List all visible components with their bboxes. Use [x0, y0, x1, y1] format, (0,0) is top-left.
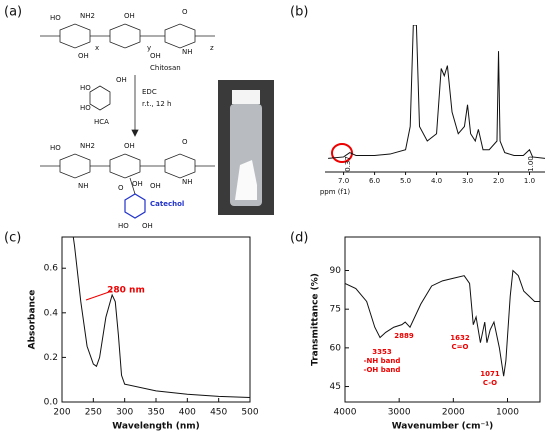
x-tick-label: 250 — [85, 408, 102, 418]
y-axis-label: Absorbance — [28, 290, 38, 350]
scheme-label: HO — [80, 84, 91, 92]
panel-label: (b) — [290, 5, 308, 20]
scheme-label: OH — [124, 12, 135, 20]
annotation: -OH band — [364, 366, 401, 374]
scheme-label: OH — [132, 180, 143, 188]
panel-label: (d) — [290, 231, 308, 246]
scheme-label: Catechol — [150, 200, 184, 208]
scheme-label: EDC — [142, 88, 157, 96]
y-tick-label: 0.4 — [44, 308, 59, 318]
x-tick-label: 200 — [53, 408, 70, 418]
x-tick-label: 4000 — [334, 408, 357, 418]
y-axis-label: Transmittance (%) — [311, 273, 321, 366]
scheme-label: OH — [150, 52, 161, 60]
annotation: 1.00 — [527, 156, 535, 172]
chart-1: 200 250 300 350 400 450 500 0.0 0.2 0.4 0.6 Wavelen… — [28, 236, 259, 432]
y-tick-label: 60 — [330, 343, 342, 353]
scheme-label: r.t., 12 h — [142, 100, 171, 108]
scheme-drawing — [40, 23, 215, 219]
x-tick-label: 3.0 — [462, 177, 473, 185]
chart-2: 4000 3000 2000 1000 45 60 75 90 Wavenumber (cm⁻¹… — [311, 236, 541, 432]
plot-frame — [61, 236, 251, 403]
chart-0: 7.0 6.0 5.0 4.0 3.0 2.0 1.0 ppm (f1) 0.37 1.00 — [320, 25, 545, 196]
x-tick-label: 1.0 — [524, 177, 535, 185]
scheme-label: HCA — [94, 118, 109, 126]
x-axis-label: Wavelength (nm) — [112, 422, 200, 432]
panel-label: (c) — [4, 231, 21, 246]
x-tick-label: 2.0 — [493, 177, 504, 185]
x-tick-label: 7.0 — [338, 177, 349, 185]
x-tick-label: 4.0 — [431, 177, 442, 185]
scheme-label: NH — [182, 48, 193, 56]
panel-label: (a) — [4, 5, 22, 20]
x-axis-label: Wavenumber (cm⁻¹) — [392, 422, 494, 432]
scheme-label: x — [95, 44, 99, 52]
annotation: C=O — [452, 343, 469, 351]
scheme-label: y — [147, 44, 151, 52]
annotation: 3353 — [372, 348, 392, 356]
scheme-label: O — [118, 184, 124, 192]
scheme-label: NH — [78, 182, 89, 190]
annotation: 280 nm — [107, 286, 145, 296]
scheme-label: O — [182, 138, 188, 146]
data-line — [328, 25, 545, 159]
x-tick-label: 350 — [147, 408, 164, 418]
x-tick-label: 6.0 — [369, 177, 380, 185]
x-tick-label: 450 — [210, 408, 227, 418]
y-tick-label: 75 — [330, 305, 341, 315]
annotation: 1632 — [450, 334, 470, 342]
annotation: 0.37 — [344, 156, 352, 172]
scheme-label: OH — [124, 142, 135, 150]
scheme-label: NH2 — [80, 12, 95, 20]
x-tick-label: 2000 — [442, 408, 465, 418]
y-tick-label: 45 — [330, 382, 341, 392]
plot-frame — [344, 236, 541, 403]
x-tick-label: 5.0 — [400, 177, 411, 185]
scheme-label: HO — [118, 222, 129, 230]
scheme-label: OH — [142, 222, 153, 230]
annotation: 1071 — [480, 370, 500, 378]
vial-photo — [218, 80, 274, 215]
scheme-label: NH — [182, 178, 193, 186]
scheme-label: z — [210, 44, 214, 52]
x-tick-label: 500 — [241, 408, 258, 418]
annotation: -NH band — [364, 357, 401, 365]
scheme-label: OH — [116, 76, 127, 84]
y-tick-label: 0.2 — [44, 353, 58, 363]
x-tick-label: 1000 — [496, 408, 519, 418]
x-axis-label: ppm (f1) — [320, 188, 351, 196]
scheme-label: HO — [50, 14, 61, 22]
scheme-label: HO — [80, 104, 91, 112]
y-tick-label: 90 — [330, 266, 342, 276]
scheme-label: Chitosan — [150, 64, 181, 72]
x-tick-label: 400 — [179, 408, 196, 418]
x-tick-label: 300 — [116, 408, 133, 418]
highlight-circle — [331, 143, 353, 163]
y-tick-label: 0.0 — [44, 398, 59, 408]
scheme-label: O — [182, 8, 188, 16]
x-tick-label: 3000 — [388, 408, 411, 418]
scheme-label: NH2 — [80, 142, 95, 150]
scheme-label: OH — [150, 182, 161, 190]
annotation-arrow — [85, 290, 113, 301]
scheme-label: OH — [78, 52, 89, 60]
y-tick-label: 0.6 — [44, 264, 59, 274]
annotation: 2889 — [394, 332, 414, 340]
annotation: C-O — [483, 379, 497, 387]
data-line — [345, 269, 540, 377]
data-line — [72, 237, 250, 399]
scheme-label: HO — [50, 144, 61, 152]
